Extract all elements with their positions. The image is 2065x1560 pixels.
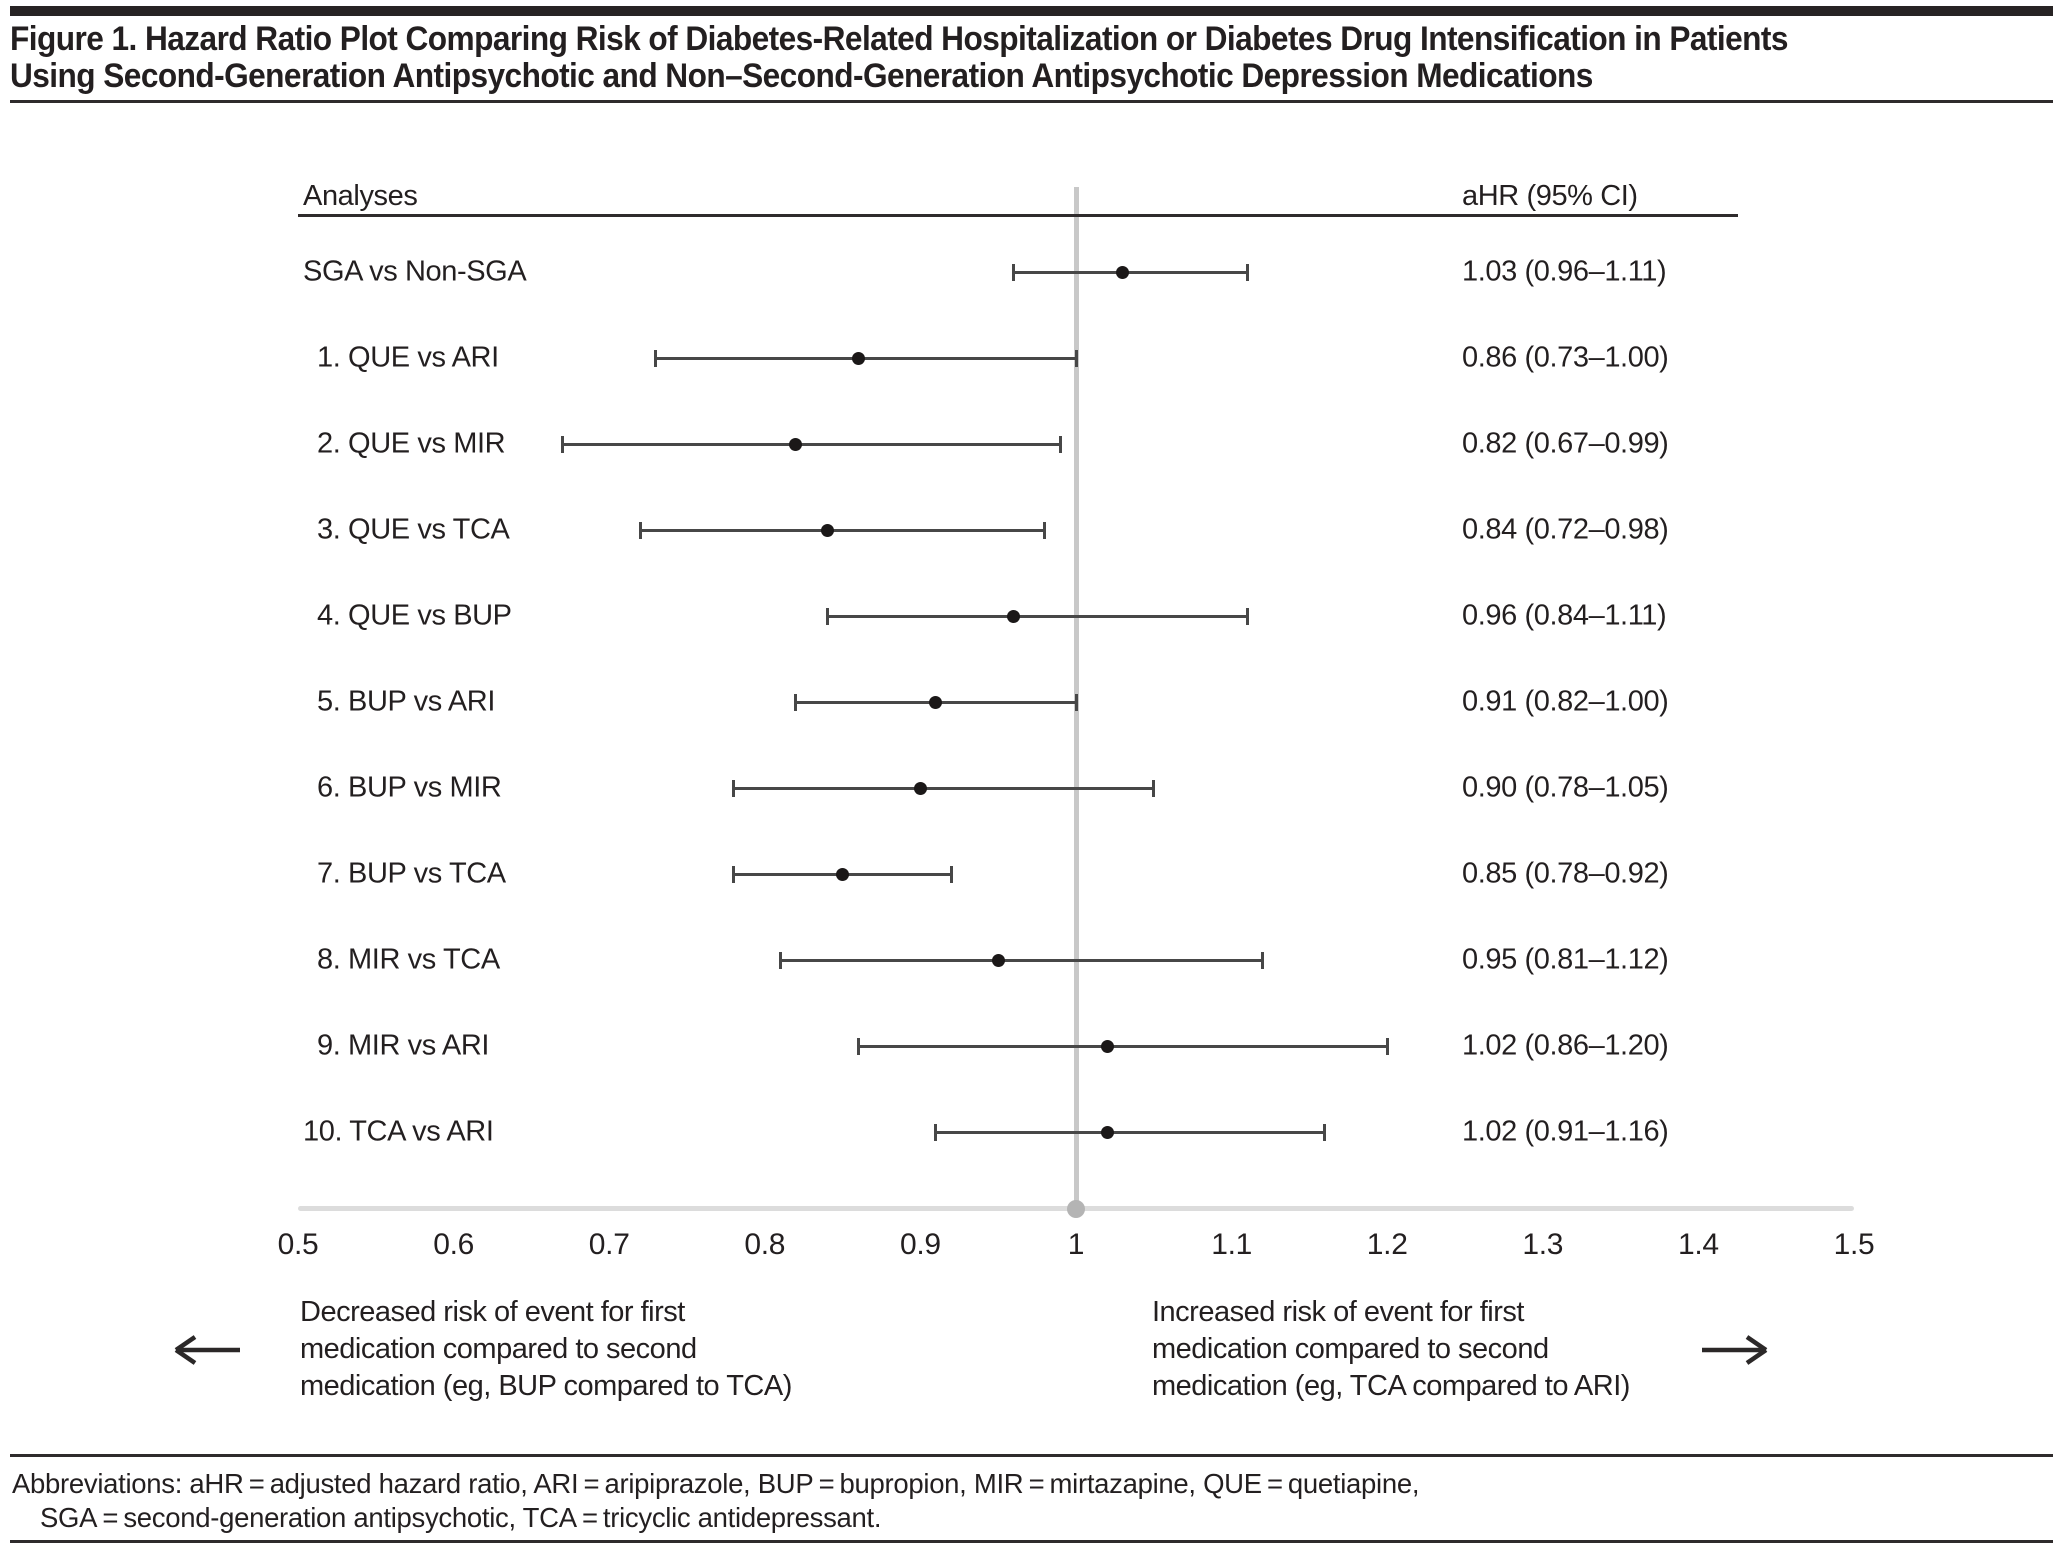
point-estimate-marker: [929, 695, 943, 709]
row-ci-value: 0.91 (0.82–1.00): [1462, 685, 1669, 718]
reference-line-end-dot: [1067, 1200, 1085, 1218]
decreased-risk-line2: medication compared to second: [300, 1333, 697, 1365]
point-estimate-marker: [1100, 1125, 1114, 1139]
point-estimate-marker: [913, 781, 927, 795]
row-ci-value: 1.02 (0.86–1.20): [1462, 1029, 1669, 1062]
figure-title: Figure 1. Hazard Ratio Plot Comparing Ri…: [10, 21, 1910, 95]
row-ci-value: 0.84 (0.72–0.98): [1462, 513, 1669, 546]
x-tick-label: 1: [1067, 1228, 1085, 1261]
row-ci-value: 0.85 (0.78–0.92): [1462, 857, 1669, 890]
ci-cap-right: [1074, 349, 1078, 367]
decreased-risk-annotation: Decreased risk of event for first medica…: [300, 1294, 792, 1405]
point-estimate-marker: [1100, 1039, 1114, 1053]
x-tick-label: 1.3: [1522, 1228, 1564, 1261]
ci-cap-left: [732, 865, 736, 883]
ci-cap-right: [1043, 521, 1047, 539]
increased-risk-line3: medication (eg, TCA compared to ARI): [1152, 1370, 1630, 1402]
x-tick-label: 1.1: [1211, 1228, 1252, 1261]
ci-cap-right: [1385, 1037, 1389, 1055]
x-tick-label: 0.5: [277, 1228, 319, 1261]
point-estimate-marker: [1007, 609, 1021, 623]
footnote-bottom-rule: [10, 1540, 2053, 1543]
x-tick-label: 0.8: [744, 1228, 786, 1261]
row-ci-value: 1.02 (0.91–1.16): [1462, 1115, 1669, 1148]
ci-cap-left: [561, 435, 565, 453]
ci-cap-left: [856, 1037, 860, 1055]
row-label: 8. MIR vs TCA: [317, 943, 500, 976]
ci-cap-left: [794, 693, 798, 711]
point-estimate-marker: [991, 953, 1005, 967]
point-estimate-marker: [851, 351, 865, 365]
x-tick-label: 0.7: [588, 1228, 630, 1261]
row-label: 7. BUP vs TCA: [317, 857, 506, 890]
top-heavy-rule: [10, 6, 2053, 16]
abbreviations-line2: SGA = second-generation antipsychotic, T…: [40, 1502, 882, 1533]
decreased-risk-line1: Decreased risk of event for first: [300, 1296, 685, 1328]
ci-bar: [858, 1044, 1388, 1048]
x-tick-label: 0.9: [899, 1228, 941, 1261]
ci-cap-left: [654, 349, 658, 367]
ci-cap-right: [1074, 693, 1078, 711]
x-tick-label: 1.2: [1366, 1228, 1408, 1261]
row-ci-value: 0.95 (0.81–1.12): [1462, 943, 1669, 976]
ci-cap-right: [1245, 263, 1249, 281]
ci-cap-right: [1245, 607, 1249, 625]
ci-cap-right: [1152, 779, 1156, 797]
ci-cap-right: [950, 865, 954, 883]
ci-cap-left: [732, 779, 736, 797]
abbreviations-line1: Abbreviations: aHR = adjusted hazard rat…: [12, 1468, 1420, 1499]
right-arrow-icon: [1702, 1335, 1768, 1365]
ci-bar: [640, 528, 1045, 532]
footnote-top-rule: [10, 1454, 2053, 1457]
ci-bar: [780, 958, 1263, 962]
point-estimate-marker: [836, 867, 850, 881]
point-estimate-marker: [1116, 265, 1130, 279]
ci-cap-left: [778, 951, 782, 969]
ci-cap-left: [1012, 263, 1016, 281]
row-ci-value: 0.82 (0.67–0.99): [1462, 427, 1669, 460]
increased-risk-annotation: Increased risk of event for first medica…: [1152, 1294, 1630, 1405]
row-ci-value: 0.86 (0.73–1.00): [1462, 341, 1669, 374]
x-tick-label: 0.6: [433, 1228, 474, 1261]
ci-bar: [827, 614, 1248, 618]
x-tick-label: 1.5: [1833, 1228, 1875, 1261]
figure-title-line2: Using Second-Generation Antipsychotic an…: [10, 57, 1593, 95]
title-divider-rule: [10, 100, 2053, 103]
row-label: 3. QUE vs TCA: [317, 513, 510, 546]
row-label: 1. QUE vs ARI: [317, 341, 499, 374]
row-label: 2. QUE vs MIR: [317, 427, 506, 460]
ci-bar: [655, 356, 1076, 360]
row-ci-value: 0.96 (0.84–1.11): [1462, 599, 1667, 632]
row-ci-value: 1.03 (0.96–1.11): [1462, 255, 1667, 288]
increased-risk-line2: medication compared to second: [1152, 1333, 1549, 1365]
row-label: 10. TCA vs ARI: [303, 1115, 494, 1148]
row-ci-value: 0.90 (0.78–1.05): [1462, 771, 1669, 804]
ci-cap-right: [1323, 1123, 1327, 1141]
ci-bar: [562, 442, 1061, 446]
column-header-divider-rule: [298, 214, 1738, 217]
column-header-ahr-ci: aHR (95% CI): [1462, 180, 1638, 212]
point-estimate-marker: [789, 437, 803, 451]
decreased-risk-line3: medication (eg, BUP compared to TCA): [300, 1370, 792, 1402]
row-label: SGA vs Non-SGA: [303, 255, 527, 288]
ci-cap-left: [638, 521, 642, 539]
column-header-analyses: Analyses: [303, 180, 418, 212]
row-label: 4. QUE vs BUP: [317, 599, 512, 632]
figure-title-line1: Figure 1. Hazard Ratio Plot Comparing Ri…: [10, 20, 1788, 58]
point-estimate-marker: [820, 523, 834, 537]
ci-cap-left: [934, 1123, 938, 1141]
increased-risk-line1: Increased risk of event for first: [1152, 1296, 1524, 1328]
ci-cap-right: [1261, 951, 1265, 969]
ci-cap-right: [1058, 435, 1062, 453]
x-tick-label: 1.4: [1677, 1228, 1719, 1261]
left-arrow-icon: [174, 1335, 240, 1365]
row-label: 6. BUP vs MIR: [317, 771, 502, 804]
ci-bar: [733, 786, 1154, 790]
ci-cap-left: [825, 607, 829, 625]
row-label: 5. BUP vs ARI: [317, 685, 496, 718]
ci-bar: [935, 1130, 1325, 1134]
row-label: 9. MIR vs ARI: [317, 1029, 490, 1062]
ci-bar: [1013, 270, 1248, 274]
